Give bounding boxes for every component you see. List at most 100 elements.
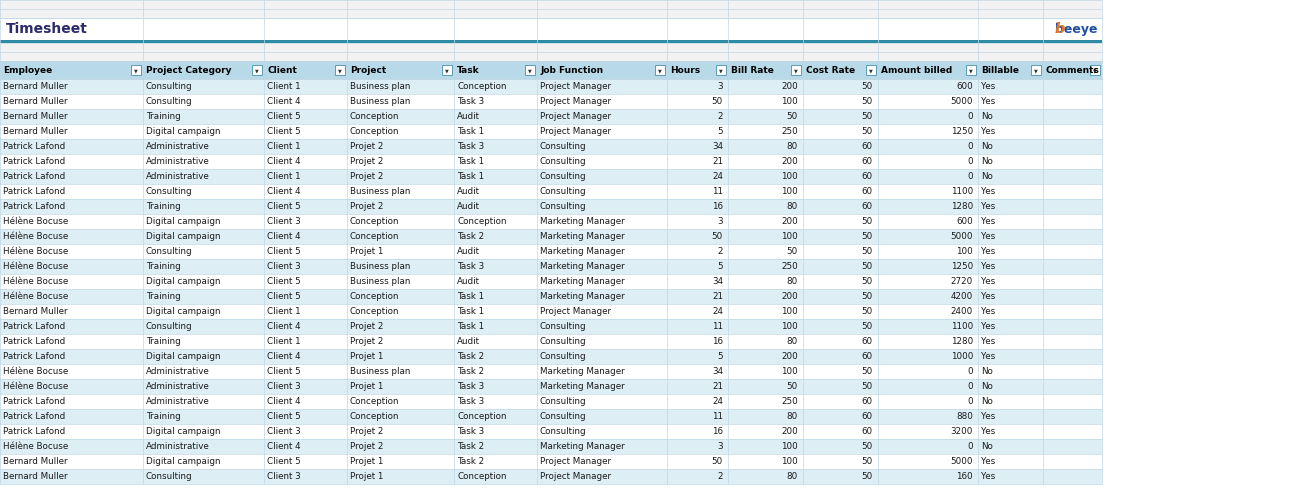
Text: Marketing Manager: Marketing Manager bbox=[540, 292, 624, 301]
Text: Hélène Bocuse: Hélène Bocuse bbox=[3, 382, 68, 391]
Text: Patrick Lafond: Patrick Lafond bbox=[3, 427, 65, 436]
Text: Task 1: Task 1 bbox=[457, 157, 484, 166]
Text: 0: 0 bbox=[968, 157, 973, 166]
Text: 100: 100 bbox=[781, 187, 798, 196]
Text: Bill Rate: Bill Rate bbox=[731, 66, 774, 75]
Text: Patrick Lafond: Patrick Lafond bbox=[3, 142, 65, 151]
Bar bbox=[0, 259, 1102, 274]
Text: Conception: Conception bbox=[457, 82, 506, 91]
Text: 60: 60 bbox=[861, 397, 873, 407]
Text: 1250: 1250 bbox=[951, 263, 973, 271]
Text: 60: 60 bbox=[861, 203, 873, 211]
Text: Digital campaign: Digital campaign bbox=[146, 277, 220, 286]
Text: Hélène Bocuse: Hélène Bocuse bbox=[3, 263, 68, 271]
Bar bbox=[0, 304, 1102, 319]
Text: Yes: Yes bbox=[981, 457, 995, 467]
Bar bbox=[0, 454, 1102, 469]
Text: Digital campaign: Digital campaign bbox=[146, 232, 220, 241]
Text: 24: 24 bbox=[712, 172, 723, 182]
Text: Client 5: Client 5 bbox=[267, 247, 301, 256]
Text: Projet 1: Projet 1 bbox=[350, 247, 384, 256]
Text: Audit: Audit bbox=[457, 112, 480, 122]
Bar bbox=[0, 40, 1102, 43]
Text: Client 5: Client 5 bbox=[267, 277, 301, 286]
Text: 60: 60 bbox=[861, 142, 873, 151]
Text: 50: 50 bbox=[861, 472, 873, 481]
Text: Conception: Conception bbox=[350, 217, 399, 226]
Text: Consulting: Consulting bbox=[540, 187, 587, 196]
Text: 0: 0 bbox=[968, 397, 973, 407]
Text: 0: 0 bbox=[968, 142, 973, 151]
Bar bbox=[716, 65, 726, 75]
Text: Patrick Lafond: Patrick Lafond bbox=[3, 203, 65, 211]
Text: Hélène Bocuse: Hélène Bocuse bbox=[3, 247, 68, 256]
Text: 80: 80 bbox=[787, 472, 798, 481]
Text: Administrative: Administrative bbox=[146, 397, 209, 407]
Bar bbox=[1090, 65, 1101, 75]
Text: 50: 50 bbox=[861, 442, 873, 451]
Text: Bernard Muller: Bernard Muller bbox=[3, 112, 68, 122]
Text: 24: 24 bbox=[712, 307, 723, 316]
Text: Conception: Conception bbox=[350, 307, 399, 316]
Text: 2720: 2720 bbox=[951, 277, 973, 286]
Text: Projet 1: Projet 1 bbox=[350, 457, 384, 467]
Text: 34: 34 bbox=[712, 367, 723, 376]
Bar bbox=[0, 184, 1102, 199]
Text: Job Function: Job Function bbox=[540, 66, 604, 75]
Bar bbox=[0, 319, 1102, 334]
Text: 50: 50 bbox=[787, 247, 798, 256]
Text: Client 5: Client 5 bbox=[267, 127, 301, 136]
Text: ▼: ▼ bbox=[794, 68, 798, 73]
Text: Projet 2: Projet 2 bbox=[350, 142, 384, 151]
Text: Client 4: Client 4 bbox=[267, 187, 301, 196]
Text: 21: 21 bbox=[712, 157, 723, 166]
Text: 50: 50 bbox=[861, 307, 873, 316]
Text: Client 4: Client 4 bbox=[267, 442, 301, 451]
Text: Marketing Manager: Marketing Manager bbox=[540, 247, 624, 256]
Text: Billable: Billable bbox=[981, 66, 1019, 75]
Text: 3: 3 bbox=[717, 442, 723, 451]
Text: 4200: 4200 bbox=[951, 292, 973, 301]
Bar bbox=[0, 139, 1102, 154]
Text: Projet 1: Projet 1 bbox=[350, 382, 384, 391]
Text: Marketing Manager: Marketing Manager bbox=[540, 442, 624, 451]
Bar bbox=[1102, 0, 1301, 488]
Text: Task 2: Task 2 bbox=[457, 367, 484, 376]
Text: Yes: Yes bbox=[981, 277, 995, 286]
Bar bbox=[0, 379, 1102, 394]
Text: Consulting: Consulting bbox=[146, 82, 193, 91]
Text: 5000: 5000 bbox=[951, 97, 973, 106]
Text: 16: 16 bbox=[712, 427, 723, 436]
Text: Comments: Comments bbox=[1046, 66, 1099, 75]
Text: Consulting: Consulting bbox=[540, 412, 587, 421]
Text: Business plan: Business plan bbox=[350, 367, 410, 376]
Text: Timesheet: Timesheet bbox=[7, 22, 88, 37]
Bar bbox=[0, 214, 1102, 229]
Text: Marketing Manager: Marketing Manager bbox=[540, 217, 624, 226]
Text: ▼: ▼ bbox=[969, 68, 973, 73]
Text: Client 5: Client 5 bbox=[267, 112, 301, 122]
Text: 50: 50 bbox=[861, 247, 873, 256]
Text: No: No bbox=[981, 442, 993, 451]
Bar bbox=[0, 18, 1102, 40]
Text: 250: 250 bbox=[781, 263, 798, 271]
Text: Consulting: Consulting bbox=[540, 322, 587, 331]
Text: Task: Task bbox=[457, 66, 480, 75]
Text: 100: 100 bbox=[781, 322, 798, 331]
Text: 100: 100 bbox=[781, 442, 798, 451]
Text: Hélène Bocuse: Hélène Bocuse bbox=[3, 442, 68, 451]
Text: Yes: Yes bbox=[981, 247, 995, 256]
Text: Training: Training bbox=[146, 337, 181, 346]
Text: Conception: Conception bbox=[457, 217, 506, 226]
Text: 50: 50 bbox=[712, 97, 723, 106]
Text: Administrative: Administrative bbox=[146, 382, 209, 391]
Text: 600: 600 bbox=[956, 217, 973, 226]
Text: Patrick Lafond: Patrick Lafond bbox=[3, 397, 65, 407]
Text: Digital campaign: Digital campaign bbox=[146, 457, 220, 467]
Text: Client 1: Client 1 bbox=[267, 82, 301, 91]
Text: Consulting: Consulting bbox=[540, 352, 587, 361]
Text: 50: 50 bbox=[861, 217, 873, 226]
Text: 80: 80 bbox=[787, 203, 798, 211]
Text: ▼: ▼ bbox=[658, 68, 662, 73]
Text: Projet 2: Projet 2 bbox=[350, 337, 384, 346]
